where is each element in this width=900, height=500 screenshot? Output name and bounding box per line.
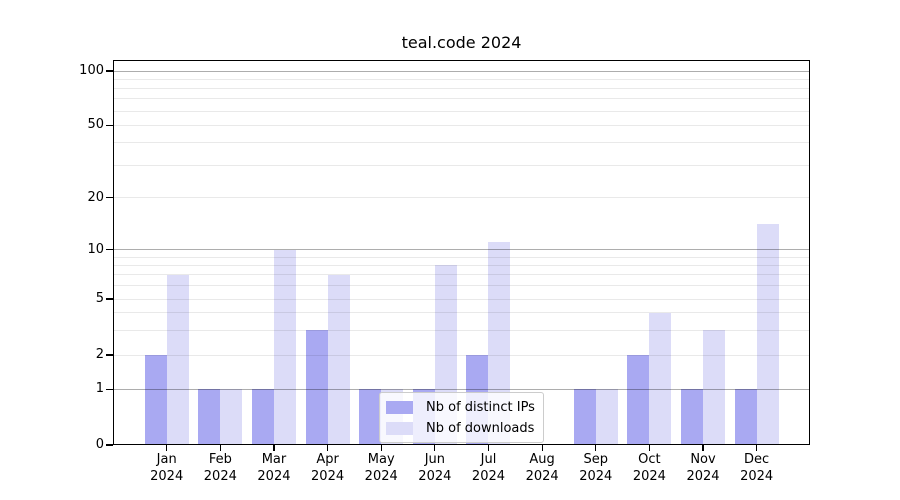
gridline-minor-40	[113, 142, 810, 144]
y-tick-label-5: 5	[95, 291, 104, 306]
bar-downloads-mar	[273, 249, 296, 445]
x-tick-label-nov: Nov 2024	[686, 452, 720, 484]
x-tick-label-apr: Apr 2024	[311, 452, 345, 484]
gridline-major-100	[113, 70, 810, 72]
gridline-minor-20	[113, 197, 810, 199]
x-tick-label-jul: Jul 2024	[471, 452, 506, 484]
x-tick-label-mar: Mar 2024	[257, 452, 291, 484]
x-tick-label-jun: Jun 2024	[418, 452, 452, 484]
y-tick-mark-2	[106, 354, 113, 356]
y-tick-mark-100	[106, 70, 113, 72]
gridline-major-1	[113, 388, 810, 390]
bar-downloads-feb	[220, 389, 243, 445]
gridline-minor-90	[113, 78, 810, 80]
bar-downloads-dec	[756, 224, 779, 445]
gridline-minor-60	[113, 110, 810, 112]
gridline-minor-50	[113, 124, 810, 126]
legend: Nb of distinct IPs Nb of downloads	[379, 392, 544, 443]
gridline-minor-4	[113, 312, 810, 314]
x-tick-mark-sep	[595, 445, 597, 451]
gridline-minor-3	[113, 329, 810, 331]
x-tick-mark-aug	[541, 445, 543, 451]
bar-downloads-apr	[327, 274, 350, 445]
x-tick-mark-jun	[434, 445, 436, 451]
gridline-minor-5	[113, 298, 810, 300]
x-tick-label-aug: Aug 2024	[525, 452, 559, 484]
x-tick-label-dec: Dec 2024	[740, 452, 774, 484]
gridline-minor-7	[113, 274, 810, 276]
y-tick-label-2: 2	[95, 347, 104, 362]
y-tick-mark-50	[106, 124, 113, 126]
x-tick-mark-nov	[702, 445, 704, 451]
y-tick-label-20: 20	[87, 189, 104, 205]
legend-label-downloads: Nb of downloads	[426, 420, 535, 436]
legend-item-distinct-ips: Nb of distinct IPs	[386, 398, 535, 416]
y-tick-mark-10	[106, 248, 113, 251]
y-tick-mark-0	[106, 444, 113, 446]
bar-distinct-ips-jan	[144, 355, 167, 445]
bar-distinct-ips-dec	[734, 389, 757, 445]
x-tick-mark-apr	[326, 445, 329, 451]
gridline-minor-70	[113, 98, 810, 100]
x-tick-label-oct: Oct 2024	[632, 452, 666, 484]
bar-downloads-oct	[649, 312, 672, 445]
x-tick-label-feb: Feb 2024	[203, 452, 237, 484]
x-tick-mark-mar	[273, 445, 275, 451]
y-tick-label-1: 1	[95, 381, 104, 397]
y-tick-label-0: 0	[95, 437, 104, 452]
bar-downloads-sep	[595, 389, 618, 445]
gridline-major-10	[113, 249, 810, 250]
gridline-minor-80	[113, 87, 810, 89]
x-tick-label-may: May 2024	[364, 452, 398, 484]
bar-distinct-ips-sep	[573, 389, 596, 445]
x-tick-mark-may	[380, 445, 382, 451]
bar-distinct-ips-may	[359, 389, 382, 445]
gridline-minor-9	[113, 256, 810, 258]
y-tick-mark-5	[106, 298, 113, 300]
bar-distinct-ips-apr	[305, 330, 328, 445]
x-tick-label-sep: Sep 2024	[579, 452, 613, 484]
x-tick-label-jan: Jan 2024	[150, 452, 184, 484]
y-tick-label-100: 100	[79, 63, 104, 78]
x-tick-mark-jan	[166, 445, 168, 451]
gridline-minor-8	[113, 264, 810, 266]
gridline-minor-30	[113, 165, 810, 167]
legend-swatch-distinct-ips	[386, 400, 413, 414]
bar-distinct-ips-nov	[681, 389, 703, 445]
x-tick-mark-jul	[487, 445, 490, 451]
legend-item-downloads: Nb of downloads	[386, 419, 535, 437]
gridline-minor-2	[113, 354, 810, 356]
y-tick-mark-1	[106, 388, 113, 390]
bar-distinct-ips-mar	[251, 389, 274, 445]
y-tick-label-50: 50	[87, 117, 104, 133]
legend-swatch-downloads	[386, 421, 413, 435]
y-tick-label-10: 10	[87, 241, 104, 257]
gridline-minor-6	[113, 285, 810, 287]
y-tick-mark-20	[106, 197, 113, 199]
legend-label-distinct-ips: Nb of distinct IPs	[426, 399, 535, 415]
x-tick-mark-oct	[648, 445, 650, 451]
x-tick-mark-dec	[756, 445, 758, 451]
bar-downloads-jan	[166, 274, 189, 445]
bar-downloads-nov	[703, 330, 725, 445]
chart-title: teal.code 2024	[401, 33, 522, 52]
bar-distinct-ips-feb	[198, 389, 221, 445]
bar-distinct-ips-oct	[627, 355, 650, 445]
x-tick-mark-feb	[219, 445, 221, 451]
